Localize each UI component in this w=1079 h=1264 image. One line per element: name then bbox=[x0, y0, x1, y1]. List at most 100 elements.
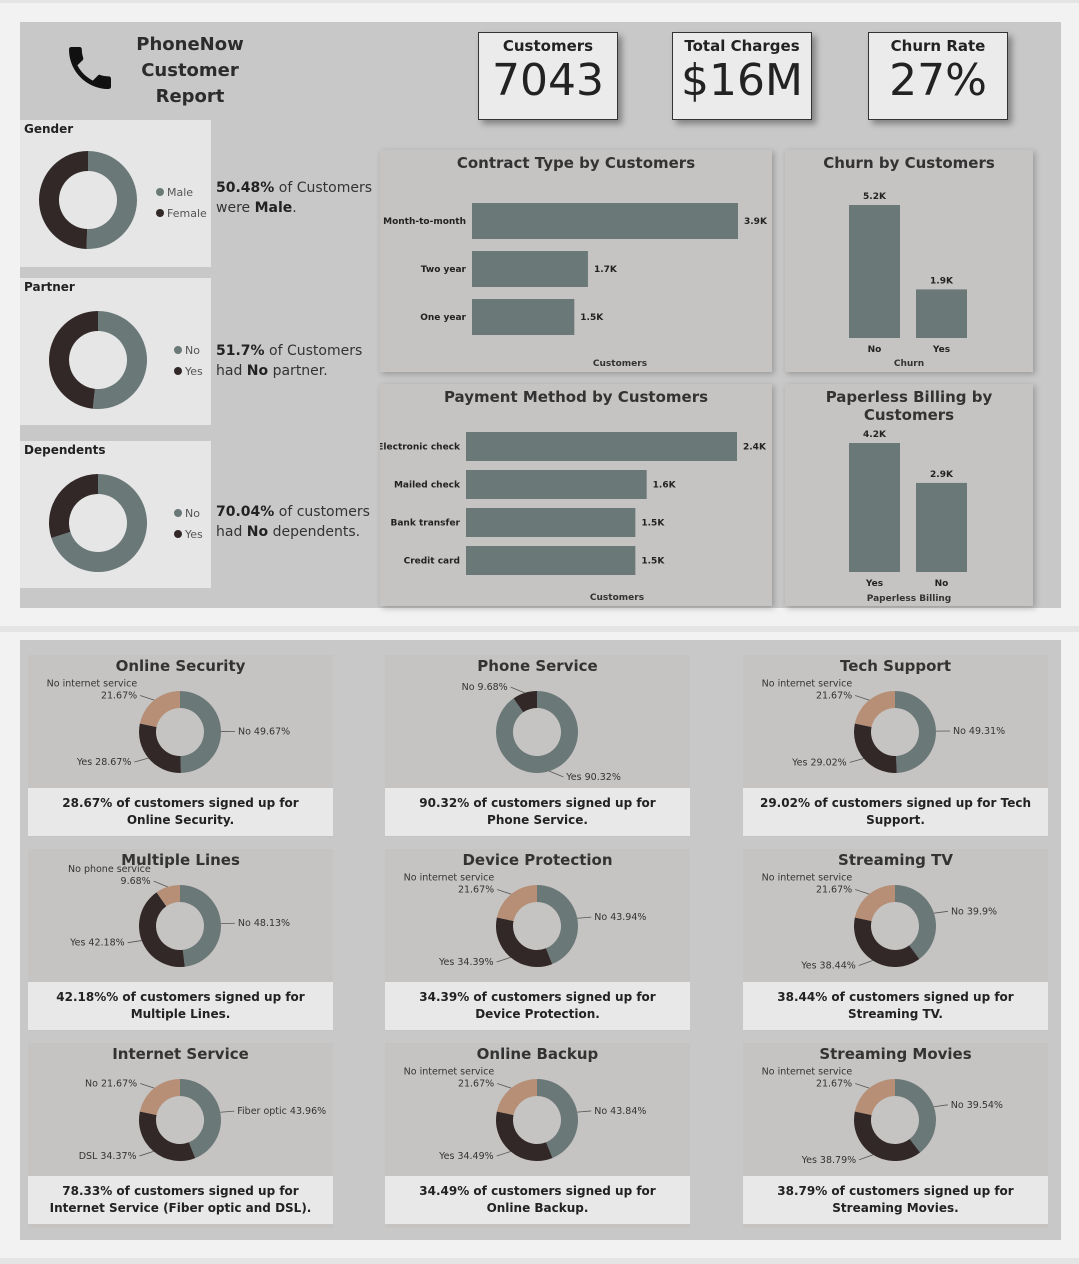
donut-slice bbox=[537, 885, 578, 965]
section-divider bbox=[0, 626, 1079, 632]
phone-service-donut: Yes 90.32% No 9.68% bbox=[462, 682, 621, 783]
data-label: 3.9K bbox=[744, 217, 768, 227]
data-label: 4.2K bbox=[863, 430, 887, 440]
kpi-value: 27% bbox=[889, 55, 987, 106]
donut-slice bbox=[496, 885, 537, 922]
streaming-movies-donut: No 39.54% Yes 38.79% No internet service21… bbox=[762, 1066, 1003, 1166]
category-label: Month-to-month bbox=[383, 217, 466, 227]
legend-label: No bbox=[185, 507, 200, 520]
axis-label: Paperless Billing bbox=[867, 594, 952, 604]
data-label: 2.4K bbox=[743, 443, 767, 453]
kpi-value: 7043 bbox=[492, 55, 604, 106]
slice-label: Yes 90.32% bbox=[565, 772, 621, 783]
churn-plot: 5.2K No 1.9K Yes Churn bbox=[849, 192, 967, 369]
slice-label: Yes 38.79% bbox=[801, 1155, 857, 1166]
service-title: Internet Service bbox=[112, 1045, 249, 1063]
leader-line bbox=[153, 880, 168, 888]
streaming-tv-donut: No 39.9% Yes 38.44% No internet service21.… bbox=[762, 872, 997, 971]
bar bbox=[466, 470, 647, 499]
legend-yes: Yes bbox=[174, 361, 203, 382]
legend-label: Yes bbox=[185, 365, 203, 378]
title-line-1: PhoneNow bbox=[136, 34, 244, 55]
slice-label: No internet service bbox=[762, 872, 853, 883]
leader-line bbox=[933, 1104, 948, 1108]
stat-bold: Male bbox=[254, 200, 293, 216]
partner-stat: 51.7% of Customers had No partner. bbox=[216, 341, 376, 381]
donut-slice bbox=[86, 151, 137, 249]
leader-line bbox=[134, 757, 149, 763]
donut-slice bbox=[496, 1111, 553, 1161]
leader-line bbox=[497, 1083, 512, 1089]
donut-slice bbox=[496, 1079, 537, 1116]
slice-label: 21.67% bbox=[816, 884, 852, 895]
leader-line bbox=[858, 960, 873, 966]
legend-dot bbox=[174, 530, 182, 538]
bar bbox=[916, 289, 967, 338]
donut-slice bbox=[138, 892, 185, 967]
stat-pct: 70.04% bbox=[216, 504, 275, 520]
data-label: 1.9K bbox=[930, 276, 954, 286]
leader-line bbox=[140, 695, 155, 701]
leader-line bbox=[497, 889, 512, 895]
tech-support-card: Tech Support No 49.31% Yes 29.02% No intern… bbox=[743, 655, 1048, 837]
contract-type-plot: Month-to-month 3.9K Two year 1.7K One year 1.… bbox=[383, 203, 768, 369]
service-caption: 78.33% of customers signed up for Intern… bbox=[28, 1176, 333, 1224]
stat-pct: 50.48% bbox=[216, 180, 275, 196]
leader-line bbox=[855, 695, 870, 701]
donut-slice bbox=[895, 885, 936, 960]
donut-slice bbox=[537, 1079, 578, 1158]
gender-legend: Male Female bbox=[156, 182, 207, 224]
category-label: No bbox=[868, 345, 882, 355]
donut-slice bbox=[51, 474, 147, 572]
slice-label: No internet service bbox=[762, 1066, 853, 1077]
gender-donut bbox=[39, 151, 137, 249]
slice-label: No 39.9% bbox=[951, 906, 997, 917]
donut-slice bbox=[854, 885, 895, 922]
partner-heading: Partner bbox=[24, 280, 75, 294]
leader-line bbox=[496, 1151, 511, 1157]
slice-label: No 49.31% bbox=[953, 726, 1005, 737]
data-label: 1.5K bbox=[580, 313, 604, 323]
gender-card: Gender Male Female bbox=[20, 120, 211, 267]
leader-line bbox=[220, 1110, 235, 1113]
donut-slice bbox=[180, 885, 221, 967]
bar bbox=[472, 203, 738, 239]
slice-label: No 49.67% bbox=[238, 727, 290, 738]
axis-label: Churn bbox=[894, 359, 924, 369]
service-title: Streaming TV bbox=[838, 851, 953, 869]
kpi-total-charges: Total Charges $16M bbox=[672, 32, 812, 120]
legend-label: No bbox=[185, 344, 200, 357]
bottom-divider bbox=[0, 1258, 1079, 1264]
partner-legend: No Yes bbox=[174, 340, 203, 382]
report-title: PhoneNow Customer Report bbox=[120, 32, 260, 110]
slice-label: 21.67% bbox=[816, 1078, 852, 1089]
service-title: Phone Service bbox=[477, 657, 598, 675]
slice-label: Fiber optic 43.96% bbox=[237, 1106, 326, 1117]
donut-slice bbox=[156, 885, 180, 907]
data-label: 2.9K bbox=[930, 470, 954, 480]
donut-slice bbox=[139, 1079, 180, 1116]
category-label: Yes bbox=[932, 345, 950, 355]
category-label: Mailed check bbox=[394, 481, 461, 491]
service-title: Device Protection bbox=[462, 851, 613, 869]
kpi-label: Churn Rate bbox=[890, 37, 986, 55]
online-security-donut: No 49.67% Yes 28.67% No internet service21… bbox=[47, 678, 290, 773]
donut-slice bbox=[139, 723, 181, 773]
slice-label: Yes 42.18% bbox=[69, 938, 125, 949]
donut-slice bbox=[49, 474, 98, 539]
service-caption: 34.39% of customers signed up for Device… bbox=[385, 982, 690, 1030]
stat-text: of Customers had bbox=[216, 343, 363, 379]
title-line-3: Report bbox=[155, 86, 225, 107]
leader-line bbox=[496, 956, 511, 963]
service-caption: 90.32% of customers signed up for Phone … bbox=[385, 788, 690, 836]
service-caption: 34.49% of customers signed up for Online… bbox=[385, 1176, 690, 1224]
donut-slice bbox=[854, 1079, 895, 1116]
stat-text: . bbox=[292, 200, 297, 216]
service-title: Tech Support bbox=[839, 657, 952, 675]
donut-slice bbox=[496, 691, 578, 773]
bar bbox=[472, 251, 588, 287]
data-label: 5.2K bbox=[863, 192, 887, 202]
legend-female: Female bbox=[156, 203, 207, 224]
chart-title: Contract Type by Customers bbox=[456, 154, 696, 172]
category-label: Credit card bbox=[404, 557, 460, 567]
